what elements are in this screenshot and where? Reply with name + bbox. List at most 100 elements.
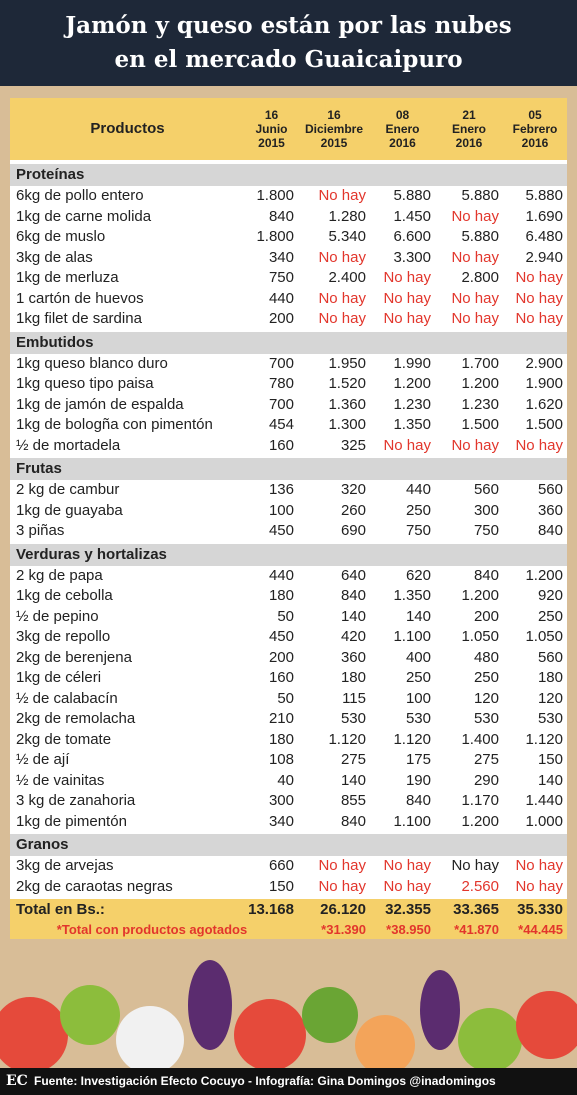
product: 1kg de bologña con pimentón (16, 416, 213, 433)
price: 1.900 (525, 375, 563, 392)
price: 100 (268, 501, 294, 519)
logo: EC (6, 1073, 28, 1089)
price: 200 (268, 648, 294, 666)
total: 26.120 (298, 899, 370, 921)
price: 1.230 (461, 395, 499, 413)
price: 750 (268, 269, 294, 286)
column-header: 21 Enero 2016 (435, 98, 503, 162)
price: 750 (473, 522, 499, 539)
price: 2.400 (328, 269, 366, 286)
price: 175 (405, 751, 431, 768)
product: 2 kg de papa (16, 566, 103, 584)
price: 1.700 (461, 354, 499, 372)
price: 180 (268, 587, 294, 604)
price: 454 (268, 416, 294, 433)
product: 6kg de pollo entero (16, 187, 144, 204)
column-header: Productos (10, 98, 245, 162)
price: No hay (318, 857, 366, 874)
product: 2kg de caraotas negras (16, 877, 173, 895)
price: 1.200 (461, 812, 499, 830)
price: 1.450 (393, 207, 431, 225)
header-line: 21 (462, 108, 476, 122)
product: ½ de mortadela (16, 436, 121, 454)
product: ½ de ají (16, 751, 70, 768)
price: 160 (268, 669, 294, 686)
price: 108 (268, 751, 294, 768)
price: 250 (405, 669, 431, 686)
price: 50 (277, 689, 294, 707)
price: 700 (268, 395, 294, 413)
price: No hay (383, 877, 431, 895)
price: 480 (473, 648, 499, 666)
product: 2kg de tomate (16, 730, 112, 748)
source: Fuente: Investigación Efecto Cocuyo - In… (34, 1074, 496, 1088)
price: 560 (537, 481, 563, 498)
price: 1.200 (461, 587, 499, 604)
product: 1kg queso tipo paisa (16, 375, 154, 392)
price: 140 (340, 771, 366, 789)
price: 530 (405, 710, 431, 727)
price: 1.200 (525, 566, 563, 584)
price: 1.120 (328, 730, 366, 748)
price: 1.950 (328, 354, 366, 372)
price: 780 (268, 375, 294, 392)
price: 2.940 (525, 248, 563, 266)
total-agotados: *41.870 (435, 921, 503, 939)
section-header: Embutidos (10, 331, 567, 354)
product: 3kg de alas (16, 248, 93, 266)
price: 1.050 (461, 628, 499, 645)
price: 180 (268, 730, 294, 748)
price: No hay (515, 436, 563, 454)
header-line: Productos (90, 120, 165, 137)
total: 13.168 (245, 899, 298, 921)
price: No hay (451, 207, 499, 225)
price: 140 (405, 607, 431, 625)
header-line: 2015 (258, 136, 285, 150)
price: 1.690 (525, 207, 563, 225)
price: 1.350 (393, 587, 431, 604)
price: 840 (473, 566, 499, 584)
total-agotados: *44.445 (503, 921, 567, 939)
price: 340 (268, 248, 294, 266)
price-table: Productos 16 Junio 2015 16 Diciembre 2015 08 Ene… (10, 98, 567, 939)
price: 290 (473, 771, 499, 789)
price: No hay (318, 248, 366, 266)
price: 3.300 (393, 248, 431, 266)
column-header: 16 Diciembre 2015 (298, 98, 370, 162)
product: 1kg de céleri (16, 669, 102, 686)
title-line: en el mercado Guaicaipuro (114, 46, 463, 73)
price: No hay (451, 857, 499, 874)
price: 840 (268, 207, 294, 225)
header-line: Enero (385, 122, 420, 136)
price: 1.050 (525, 628, 563, 645)
price: 2.900 (525, 354, 563, 372)
price: 420 (340, 628, 366, 645)
price: 1.350 (393, 416, 431, 433)
title: Jamón y queso están por las nubes en el m… (0, 0, 577, 86)
price: 840 (405, 792, 431, 809)
header-line: 2016 (389, 136, 416, 150)
price: 140 (340, 607, 366, 625)
total: 33.365 (435, 899, 503, 921)
header-line: 2015 (320, 136, 348, 150)
product: 1kg queso blanco duro (16, 354, 168, 372)
price: 40 (277, 771, 294, 789)
price: 210 (268, 710, 294, 727)
product: 3kg de repollo (16, 628, 111, 645)
column-header: 16 Junio 2015 (245, 98, 298, 162)
price: 750 (405, 522, 431, 539)
product: ½ de vainitas (16, 771, 105, 789)
price: 1.500 (525, 416, 563, 433)
price: 180 (340, 669, 366, 686)
total-agotados: *38.950 (370, 921, 435, 939)
price: 190 (405, 771, 431, 789)
price: No hay (451, 310, 499, 327)
price: No hay (451, 248, 499, 266)
price: 150 (537, 751, 563, 768)
price: No hay (515, 289, 563, 307)
section-header: Frutas (10, 458, 567, 480)
price: 530 (537, 710, 563, 727)
price: 530 (340, 710, 366, 727)
price: 1.990 (393, 354, 431, 372)
